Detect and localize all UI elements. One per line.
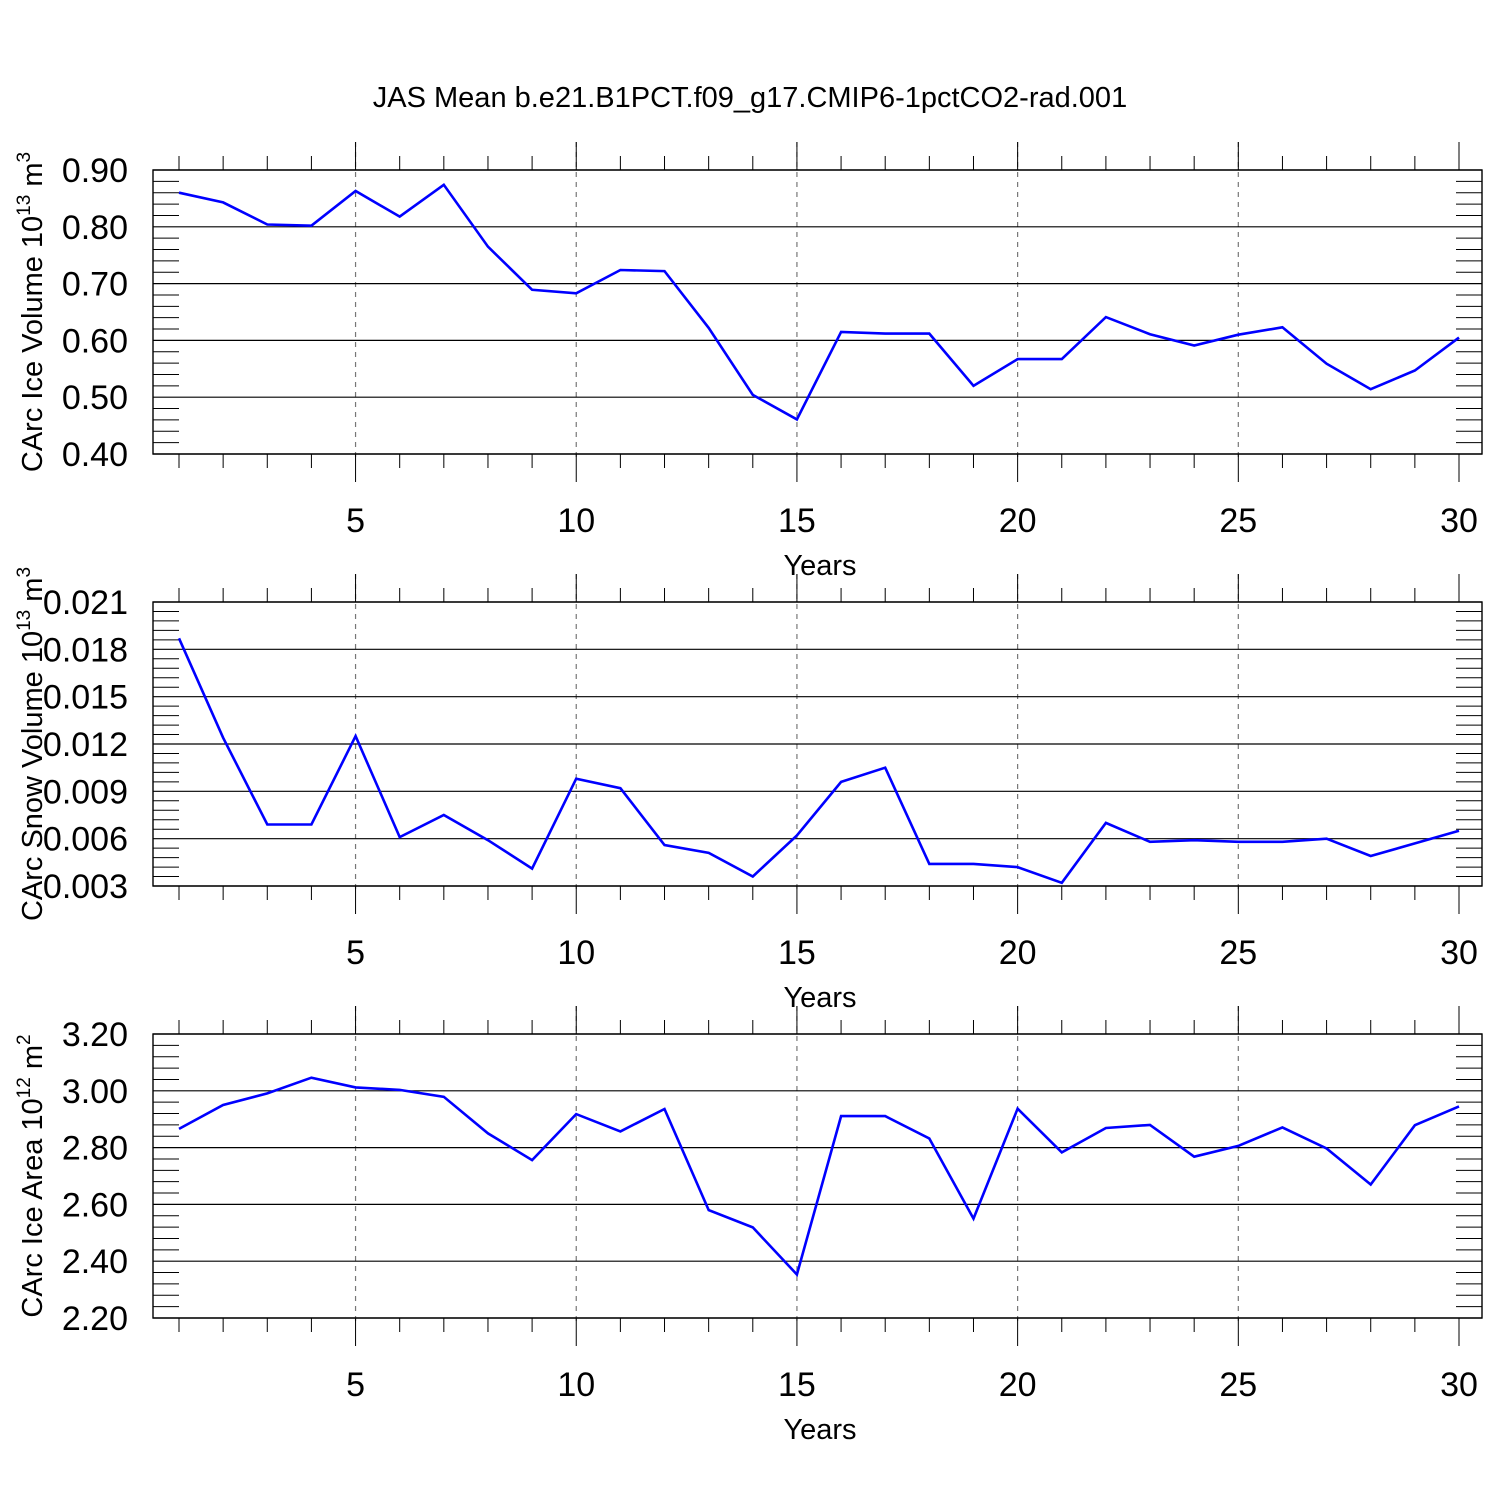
y-axis-title-unit: m [17,578,49,610]
x-tick-label: 5 [346,1366,365,1404]
y-axis-title: CArc Snow Volume 1013 m3 [14,567,49,921]
y-axis-title-unit-exponent: 3 [14,567,35,578]
x-tick-label: 15 [778,1366,816,1404]
x-tick-label: 5 [346,502,365,540]
x-tick-label: 10 [557,1366,595,1404]
y-tick-label: 0.012 [43,726,128,764]
x-tick-label: 20 [999,502,1037,540]
y-tick-label: 0.80 [62,209,128,247]
y-axis-title-exponent: 13 [14,610,35,631]
y-axis-title-exponent: 12 [14,1077,35,1098]
x-tick-label: 25 [1219,934,1257,972]
y-tick-label: 0.009 [43,773,128,811]
x-axis-title: Years [783,1414,856,1446]
y-tick-label: 0.40 [62,436,128,474]
y-axis-title-unit: m [17,1045,49,1077]
y-tick-label: 2.40 [62,1243,128,1281]
plot-frame [152,1033,1483,1319]
y-axis-title-unit-exponent: 3 [14,152,35,163]
x-axis-title: Years [783,982,856,1014]
plot-frame [152,601,1483,887]
x-tick-label: 5 [346,934,365,972]
x-tick-label: 25 [1219,1366,1257,1404]
y-tick-label: 2.20 [62,1300,128,1338]
y-axis-title-unit-exponent: 2 [14,1034,35,1045]
y-tick-label: 0.018 [43,631,128,669]
y-tick-label: 0.60 [62,322,128,360]
y-axis-title-text: CArc Snow Volume 10 [17,631,49,921]
y-tick-label: 0.90 [62,152,128,190]
y-axis-title: CArc Ice Area 1012 m2 [14,1034,49,1317]
y-axis-title-text: CArc Ice Area 10 [17,1098,49,1317]
y-tick-label: 3.00 [62,1073,128,1111]
series-line-1 [177,637,1460,885]
y-tick-label: 0.006 [43,821,128,859]
plot-frame [152,169,1483,455]
chart-panels: 5 10 15 20 25 300.400.500.600.700.800.90Years… [14,142,1483,1446]
x-axis-title: Years [783,550,856,582]
x-tick-label: 10 [557,502,595,540]
y-tick-label: 2.80 [62,1130,128,1168]
x-tick-label: 30 [1440,934,1478,972]
x-tick-label: 20 [999,934,1037,972]
x-tick-label: 20 [999,1366,1037,1404]
chart-panel-1: 5 10 15 20 25 30 0.40 0.50 0.60 0.70 0.80 0.90 Years… [14,142,1483,582]
y-tick-label: 0.003 [43,868,128,906]
y-tick-label: 0.70 [62,266,128,304]
x-tick-label: 10 [557,934,595,972]
x-tick-label: 30 [1440,1366,1478,1404]
y-axis-title-unit: m [17,162,49,194]
y-tick-label: 0.021 [43,584,128,622]
x-tick-label: 15 [778,502,816,540]
x-tick-label: 15 [778,934,816,972]
chart-panel-2: 5 10 15 20 25 30 0.003 0.006 0.009 0.012 0.015 0.01… [14,567,1483,1014]
y-axis-title-exponent: 13 [14,195,35,216]
figure-title: JAS Mean b.e21.B1PCT.f09_g17.CMIP6-1pctC… [373,82,1127,114]
y-tick-label: 3.20 [62,1016,128,1054]
y-tick-label: 2.60 [62,1186,128,1224]
y-tick-label: 0.50 [62,379,128,417]
chart-panel-3: 5 10 15 20 25 30 2.20 2.40 2.60 2.80 3.00 3.20 Years… [14,1006,1483,1446]
y-axis-title-text: CArc Ice Volume 10 [17,216,49,472]
y-tick-label: 0.015 [43,679,128,717]
x-tick-label: 25 [1219,502,1257,540]
y-axis-title: CArc Ice Volume 1013 m3 [14,152,49,472]
series-line-1 [178,1076,1460,1278]
x-tick-label: 30 [1440,502,1478,540]
series-line-1 [178,182,1460,422]
